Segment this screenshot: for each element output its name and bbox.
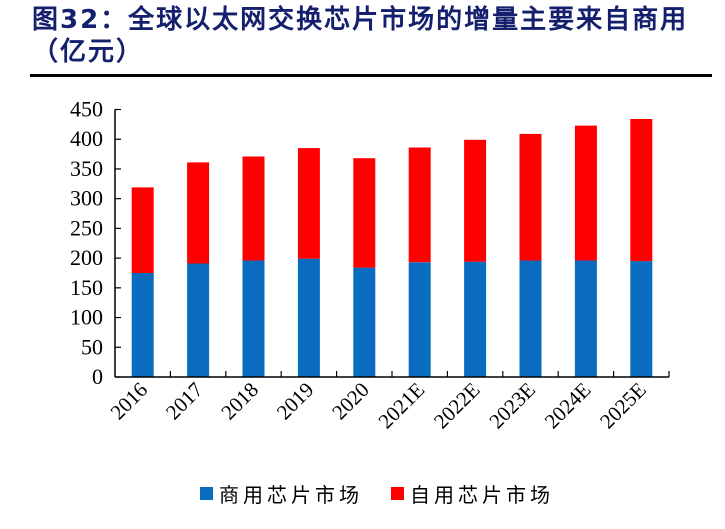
bar-commercial-2019 — [297, 258, 320, 377]
x-tick-label: 2024E — [540, 378, 596, 434]
y-tick-label: 200 — [70, 245, 103, 270]
x-tick-label: 2023E — [484, 378, 540, 434]
bar-self-use-2019 — [297, 148, 320, 259]
bar-self-use-2022E — [464, 139, 487, 262]
x-tick-label: 2018 — [216, 378, 263, 425]
legend-swatch-self-use — [391, 487, 404, 500]
chart-title-line2: （亿元） — [32, 37, 145, 67]
legend-swatch-commercial — [200, 487, 213, 500]
bar-self-use-2018 — [242, 156, 265, 261]
bar-commercial-2018 — [242, 260, 265, 377]
y-tick-label: 100 — [70, 305, 103, 330]
bar-self-use-2016 — [131, 187, 154, 273]
bar-commercial-2025E — [630, 261, 653, 377]
legend-item-self-use: 自用芯片市场 — [391, 479, 554, 508]
legend-item-commercial: 商用芯片市场 — [200, 479, 363, 508]
x-tick-label: 2016 — [106, 378, 153, 425]
x-tick-label: 2025E — [595, 378, 651, 434]
bar-commercial-2024E — [574, 260, 597, 377]
y-tick-label: 350 — [70, 156, 103, 181]
y-tick-label: 250 — [70, 215, 103, 240]
chart-title: 图32：全球以太网交换芯片市场的增量主要来自商用 （亿元） — [32, 4, 722, 68]
legend: 商用芯片市场 自用芯片市场 — [200, 479, 554, 508]
y-tick-label: 0 — [92, 364, 103, 389]
bar-commercial-2020 — [353, 267, 376, 377]
bar-self-use-2021E — [408, 147, 431, 263]
bars-group — [131, 119, 653, 377]
bar-commercial-2023E — [519, 260, 542, 377]
y-tick-label: 400 — [70, 126, 103, 151]
bar-commercial-2016 — [131, 273, 154, 377]
legend-label-commercial: 商用芯片市场 — [219, 483, 363, 507]
x-tick-label: 2017 — [161, 378, 208, 425]
x-tick-label: 2020 — [327, 378, 374, 425]
title-divider — [30, 74, 712, 77]
chart-title-line1: 图32：全球以太网交换芯片市场的增量主要来自商用 — [32, 5, 689, 35]
x-tick-label: 2021E — [373, 378, 429, 434]
y-tick-label: 450 — [70, 97, 103, 122]
bar-self-use-2023E — [519, 133, 542, 261]
legend-label-self-use: 自用芯片市场 — [410, 483, 554, 507]
bar-commercial-2017 — [187, 263, 210, 377]
y-tick-label: 50 — [81, 334, 103, 359]
x-tick-label: 2019 — [272, 378, 319, 425]
bar-self-use-2017 — [187, 162, 210, 264]
bar-self-use-2020 — [353, 158, 376, 268]
x-tick-label: 2022E — [429, 378, 485, 434]
bar-self-use-2025E — [630, 119, 653, 262]
bar-commercial-2022E — [464, 261, 487, 377]
y-tick-label: 300 — [70, 186, 103, 211]
bar-commercial-2021E — [408, 262, 431, 377]
bar-self-use-2024E — [574, 125, 597, 261]
y-tick-label: 150 — [70, 275, 103, 300]
